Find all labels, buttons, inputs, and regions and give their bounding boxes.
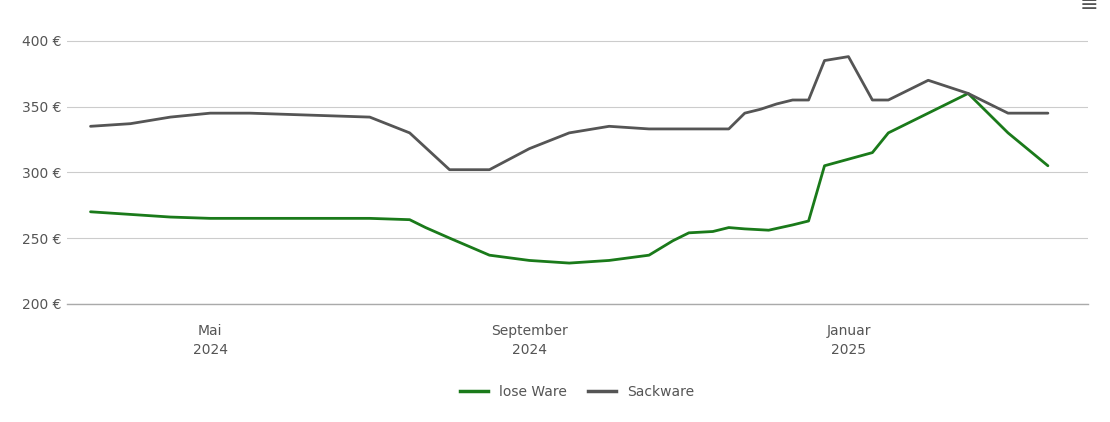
Text: 2025: 2025 [831, 344, 866, 357]
Text: 2024: 2024 [512, 344, 547, 357]
Text: ≡: ≡ [1079, 0, 1098, 16]
Text: Januar: Januar [826, 324, 870, 338]
Legend: lose Ware, Sackware: lose Ware, Sackware [455, 379, 699, 404]
Text: Mai: Mai [198, 324, 222, 338]
Text: 2024: 2024 [193, 344, 228, 357]
Text: September: September [491, 324, 567, 338]
